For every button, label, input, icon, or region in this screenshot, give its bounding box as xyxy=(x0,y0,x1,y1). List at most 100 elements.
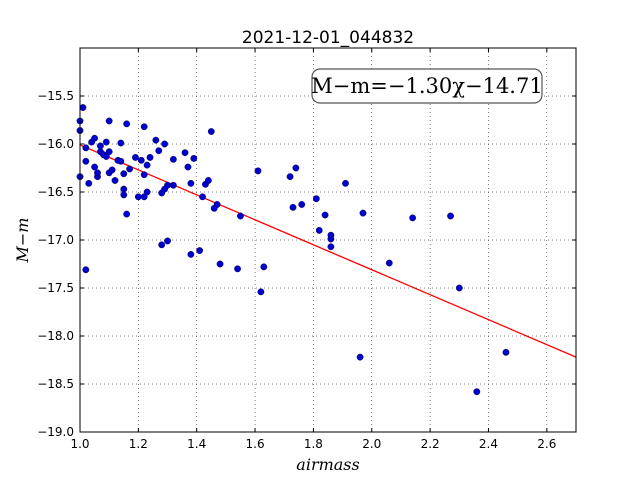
data-point xyxy=(140,171,148,179)
data-point xyxy=(312,195,320,203)
data-point xyxy=(260,263,268,271)
fit-line xyxy=(79,144,577,358)
chart-title: 2021-12-01_044832 xyxy=(242,28,414,48)
y-axis-label: M−m xyxy=(13,218,32,264)
y-tick-label: −17.5 xyxy=(37,281,74,295)
data-point xyxy=(169,155,177,163)
data-point xyxy=(187,250,195,258)
data-point xyxy=(97,142,104,150)
data-point xyxy=(158,241,166,249)
data-point xyxy=(132,154,139,161)
data-point xyxy=(207,128,215,135)
data-point xyxy=(342,179,349,187)
equation-box-frame xyxy=(311,68,543,104)
data-point xyxy=(298,201,306,208)
data-point xyxy=(143,161,151,169)
data-point xyxy=(385,259,393,267)
data-point xyxy=(321,211,329,219)
equation-box: M−m=−1.30χ−14.71 xyxy=(311,68,543,104)
data-point xyxy=(184,163,192,171)
data-point xyxy=(473,388,481,396)
data-point xyxy=(502,348,510,356)
data-point xyxy=(155,147,163,155)
data-point xyxy=(111,177,119,184)
data-point xyxy=(117,157,125,165)
data-point xyxy=(164,237,171,245)
data-point xyxy=(123,210,131,218)
data-point xyxy=(105,117,113,125)
data-point xyxy=(91,134,98,142)
data-point xyxy=(196,247,204,254)
data-point xyxy=(359,209,367,217)
data-point xyxy=(102,138,110,146)
data-point xyxy=(190,154,198,162)
data-point xyxy=(289,203,297,211)
data-point xyxy=(120,191,128,199)
y-tick-label: −17.0 xyxy=(37,233,74,247)
y-tick-label: −18.0 xyxy=(37,329,74,343)
x-tick-label: 1.6 xyxy=(246,437,265,451)
x-axis-label: airmass xyxy=(296,455,359,474)
data-point xyxy=(204,177,212,184)
y-tick-label: −18.5 xyxy=(37,377,74,391)
x-tick-label: 2.4 xyxy=(479,437,498,451)
data-point xyxy=(79,104,87,111)
x-tick-label: 2.0 xyxy=(362,437,381,451)
data-point xyxy=(140,123,148,131)
data-point xyxy=(315,226,323,234)
data-point xyxy=(152,136,160,144)
data-point xyxy=(327,243,335,251)
y-tick-label: −19.0 xyxy=(37,425,74,439)
data-point xyxy=(146,154,154,161)
y-tick-label: −15.5 xyxy=(37,89,74,103)
fit-line-layer xyxy=(79,144,577,358)
data-point xyxy=(134,193,142,201)
data-point xyxy=(164,181,171,189)
data-point xyxy=(327,235,335,243)
data-point xyxy=(120,185,128,193)
y-tick-label: −16.5 xyxy=(37,185,74,199)
data-point xyxy=(257,288,265,296)
y-tick-label: −16.0 xyxy=(37,137,74,151)
data-point xyxy=(234,265,241,273)
data-point xyxy=(91,163,98,171)
data-point xyxy=(82,144,90,152)
data-point xyxy=(169,181,177,189)
axis-ticks: 1.0 1.2 1.4 1.6 1.8 2.0 2.2 2.4 2.6 −15.5 −16.0 −16… xyxy=(37,48,576,451)
data-point xyxy=(161,140,169,148)
data-point xyxy=(85,179,93,187)
data-point xyxy=(292,164,300,172)
data-point xyxy=(455,284,463,292)
data-point xyxy=(409,214,417,222)
data-point xyxy=(126,165,134,173)
x-tick-label: 2.2 xyxy=(421,437,440,451)
x-tick-label: 1.4 xyxy=(187,437,206,451)
data-point xyxy=(181,149,189,157)
data-point xyxy=(137,156,145,164)
data-point xyxy=(356,353,364,361)
data-points xyxy=(76,104,510,396)
x-tick-label: 2.6 xyxy=(537,437,556,451)
x-tick-label: 1.2 xyxy=(129,437,148,451)
data-point xyxy=(117,139,125,147)
data-point xyxy=(123,120,131,128)
data-point xyxy=(199,193,206,201)
data-point xyxy=(254,167,262,175)
equation-annotation: M−m=−1.30χ−14.71 xyxy=(311,74,542,98)
data-point xyxy=(82,157,90,165)
data-point xyxy=(447,212,454,220)
data-point xyxy=(108,166,116,174)
x-tick-label: 1.8 xyxy=(304,437,323,451)
data-point xyxy=(216,260,224,268)
data-point xyxy=(213,201,221,208)
data-point xyxy=(120,170,128,178)
data-point xyxy=(187,179,195,187)
data-point xyxy=(143,188,151,196)
data-point xyxy=(94,169,101,177)
data-point xyxy=(237,212,244,220)
x-tick-label: 1.0 xyxy=(70,437,89,451)
data-point xyxy=(105,148,113,156)
data-point xyxy=(286,173,294,181)
data-point xyxy=(82,266,90,274)
